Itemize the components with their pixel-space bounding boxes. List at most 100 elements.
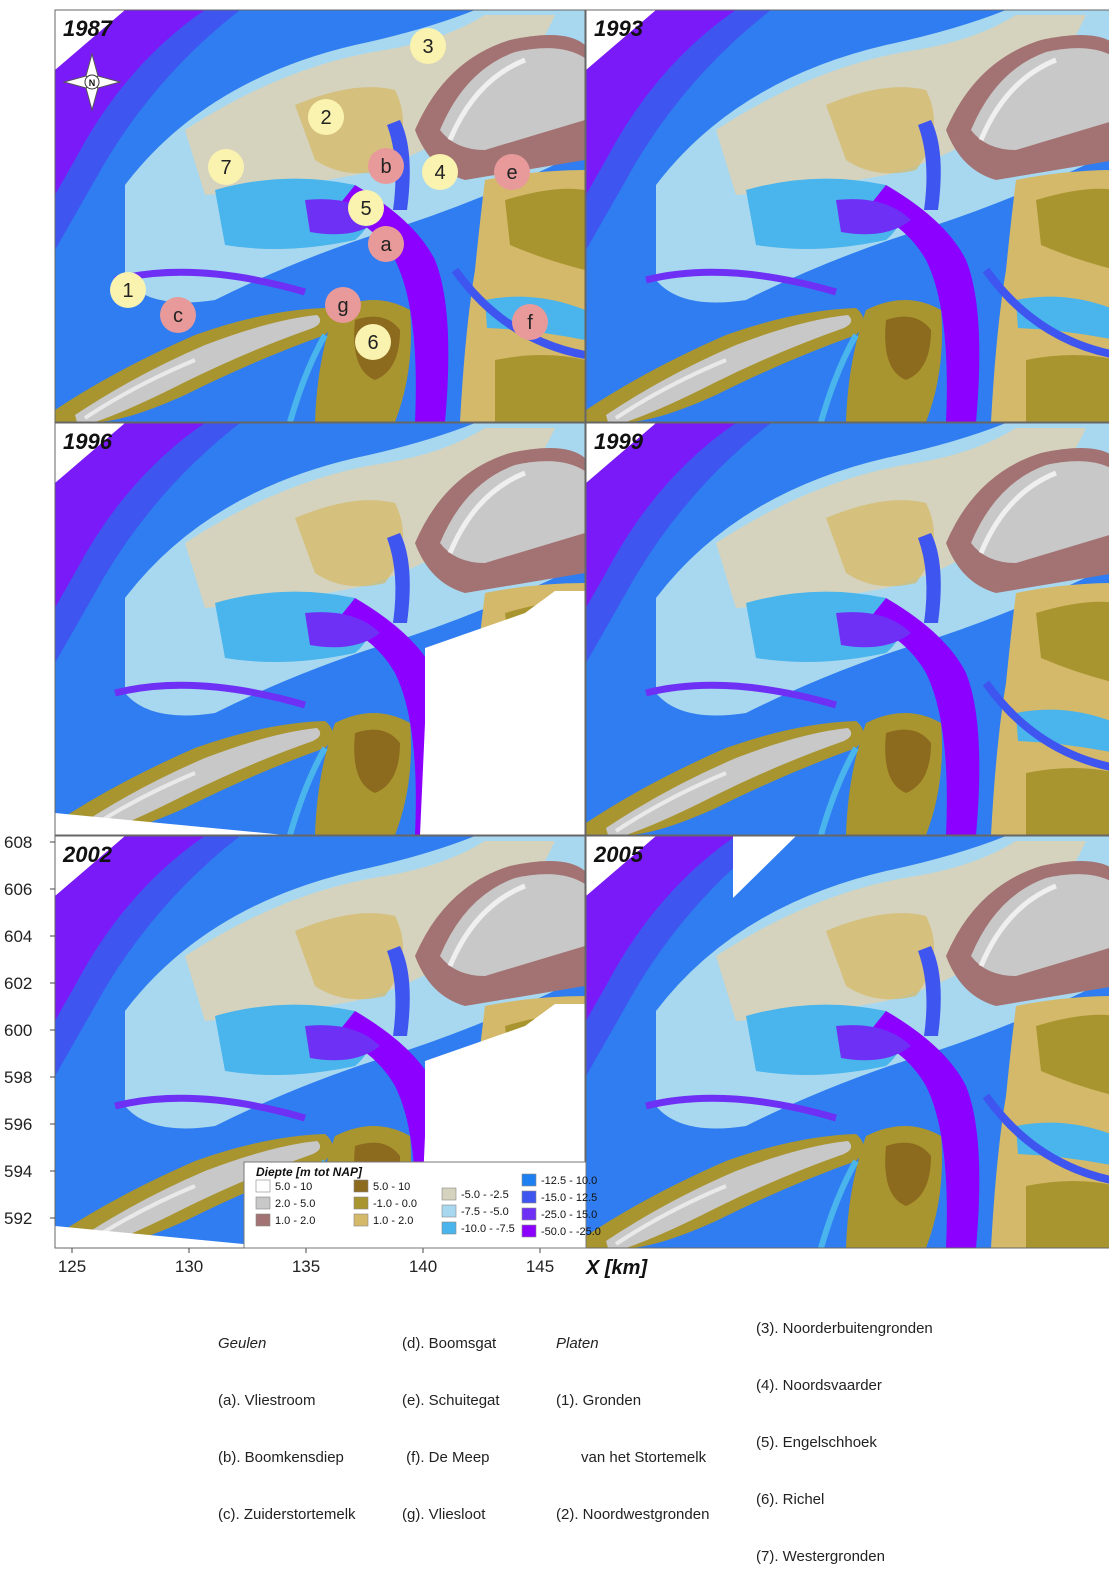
caption-geulen-b: (b). Boomkensdiep (218, 1449, 344, 1466)
caption-platen-5: (5). Engelschhoek (756, 1434, 877, 1451)
flat-marker-6: 6 (355, 324, 391, 360)
svg-text:c: c (173, 305, 183, 327)
map-panel-1987: 1987 (54, 9, 586, 423)
caption-geulen-2: (d). Boomsgat (e). Schuitegat (f). De Me… (402, 1296, 500, 1543)
y-tick-label: 602 (4, 974, 32, 993)
flat-marker-5: 5 (348, 190, 384, 226)
svg-text:-25.0 - 15.0: -25.0 - 15.0 (541, 1209, 597, 1221)
caption-geulen-g: (g). Vliesloot (402, 1506, 486, 1523)
y-axis: 608 606 604 602 600 598 596 594 592 (4, 833, 55, 1228)
svg-text:a: a (380, 234, 392, 256)
svg-text:g: g (337, 295, 348, 317)
flat-marker-7: 7 (208, 149, 244, 185)
svg-text:5.0 - 10: 5.0 - 10 (275, 1181, 312, 1193)
caption-geulen: Geulen (a). Vliestroom (b). Boomkensdiep… (218, 1296, 356, 1543)
map-panel-1993: 1993 (585, 9, 1109, 423)
legend-item: -10.0 - -7.5 (441, 1221, 515, 1235)
legend-item: -25.0 - 15.0 (521, 1207, 597, 1221)
channel-marker-f: f (512, 304, 548, 340)
y-tick-label: 604 (4, 927, 32, 946)
year-label-1987: 1987 (63, 16, 114, 41)
map-panel-2005: 2005 (585, 835, 1109, 1249)
map-panel-1996: 1996 (54, 422, 586, 836)
x-tick-label: 130 (175, 1257, 203, 1276)
svg-text:4: 4 (434, 162, 445, 184)
svg-text:-50.0 - -25.0: -50.0 - -25.0 (541, 1226, 601, 1238)
svg-text:-1.0 - 0.0: -1.0 - 0.0 (373, 1198, 417, 1210)
legend-item: -50.0 - -25.0 (521, 1224, 601, 1238)
caption-platen-1b: van het Stortemelk (556, 1449, 707, 1466)
x-axis: 125 130 135 140 145 (58, 1248, 554, 1276)
legend-item: 2.0 - 5.0 (255, 1196, 315, 1210)
caption-geulen-heading: Geulen (218, 1335, 267, 1352)
caption-platen-6: (6). Richel (756, 1491, 825, 1508)
svg-text:-12.5 - 10.0: -12.5 - 10.0 (541, 1175, 597, 1187)
legend-item: 5.0 - 10 (255, 1179, 312, 1193)
svg-text:1.0 - 2.0: 1.0 - 2.0 (275, 1215, 315, 1227)
channel-marker-c: c (160, 297, 196, 333)
svg-text:b: b (380, 156, 391, 178)
svg-text:1.0 - 2.0: 1.0 - 2.0 (373, 1215, 413, 1227)
depth-legend: Diepte [m tot NAP] 5.0 - 10 2.0 - 5.0 1.0 … (243, 1161, 601, 1249)
y-tick-label: 606 (4, 880, 32, 899)
caption-platen-heading: Platen (556, 1335, 599, 1352)
svg-text:2.0 - 5.0: 2.0 - 5.0 (275, 1198, 315, 1210)
x-tick-label: 135 (292, 1257, 320, 1276)
caption-platen-2: (3). Noorderbuitengronden (4). Noordsvaa… (756, 1281, 933, 1585)
legend-item: 5.0 - 10 (353, 1179, 410, 1193)
legend-item: -1.0 - 0.0 (353, 1196, 417, 1210)
caption-geulen-d: (d). Boomsgat (402, 1335, 497, 1352)
svg-text:-15.0 - 12.5: -15.0 - 12.5 (541, 1192, 597, 1204)
year-label-2005: 2005 (593, 842, 644, 867)
svg-text:3: 3 (422, 36, 433, 58)
svg-text:5: 5 (360, 198, 371, 220)
bathymetry-map-figure: 1987 1993 1996 1999 2002 2005 N a b c e f g 1 2 3 4 5 6 7… (4, 9, 1109, 1276)
svg-text:2: 2 (320, 107, 331, 129)
x-tick-label: 145 (526, 1257, 554, 1276)
map-panels: 1987 1993 1996 1999 2002 2005 (54, 9, 1109, 1249)
north-arrow-icon: N (62, 52, 122, 112)
legend-item: -5.0 - -2.5 (441, 1187, 509, 1201)
caption-platen-2: (2). Noordwestgronden (556, 1506, 710, 1523)
x-axis-title: X [km] (586, 1257, 648, 1279)
flat-marker-2: 2 (308, 99, 344, 135)
svg-text:-10.0 - -7.5: -10.0 - -7.5 (461, 1223, 515, 1235)
compass-label: N (89, 78, 96, 88)
svg-text:6: 6 (367, 332, 378, 354)
legend-title: Diepte [m tot NAP] (256, 1165, 363, 1179)
legend-item: -7.5 - -5.0 (441, 1204, 509, 1218)
svg-text:-7.5 - -5.0: -7.5 - -5.0 (461, 1206, 509, 1218)
flat-marker-1: 1 (110, 272, 146, 308)
flat-marker-3: 3 (410, 28, 446, 64)
svg-text:5.0 - 10: 5.0 - 10 (373, 1181, 410, 1193)
caption-platen: Platen (1). Gronden van het Stortemelk (… (556, 1296, 709, 1543)
y-tick-label: 592 (4, 1209, 32, 1228)
legend-item: 1.0 - 2.0 (353, 1213, 413, 1227)
svg-text:1: 1 (122, 280, 133, 302)
legend-item: -12.5 - 10.0 (521, 1173, 597, 1187)
y-tick-label: 600 (4, 1021, 32, 1040)
caption-geulen-e: (e). Schuitegat (402, 1392, 500, 1409)
year-label-1996: 1996 (63, 429, 113, 454)
y-tick-label: 608 (4, 833, 32, 852)
svg-text:f: f (527, 312, 533, 334)
year-label-1999: 1999 (594, 429, 644, 454)
year-label-1993: 1993 (594, 16, 643, 41)
legend-item: 1.0 - 2.0 (255, 1213, 315, 1227)
map-panel-1999: 1999 (585, 422, 1109, 836)
svg-text:7: 7 (220, 157, 231, 179)
channel-marker-b: b (368, 148, 404, 184)
legend-item: -15.0 - 12.5 (521, 1190, 597, 1204)
caption-platen-1: (1). Gronden (556, 1392, 642, 1409)
year-label-2002: 2002 (62, 842, 113, 867)
caption-geulen-c: (c). Zuiderstortemelk (218, 1506, 356, 1523)
x-tick-label: 140 (409, 1257, 437, 1276)
caption-platen-7: (7). Westergronden (756, 1548, 885, 1565)
feature-markers: a b c e f g 1 2 3 4 5 6 7 (110, 28, 548, 360)
channel-marker-g: g (325, 287, 361, 323)
svg-text:e: e (506, 162, 517, 184)
caption-geulen-f: (f). De Meep (402, 1449, 490, 1466)
svg-text:-5.0 - -2.5: -5.0 - -2.5 (461, 1189, 509, 1201)
channel-marker-a: a (368, 226, 404, 262)
y-tick-label: 596 (4, 1115, 32, 1134)
